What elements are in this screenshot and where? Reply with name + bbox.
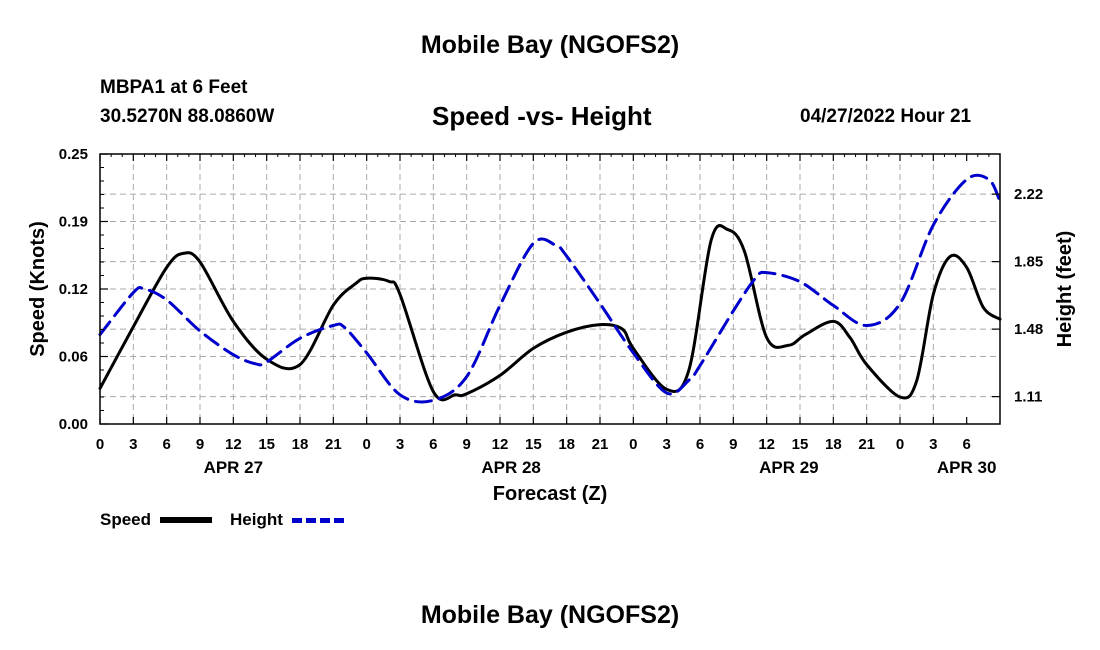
y-tick-label: 0.25 <box>59 146 88 163</box>
main-title: Mobile Bay (NGOFS2) <box>420 31 680 59</box>
legend-height-swatch <box>292 518 344 523</box>
x-tick-label: 18 <box>558 436 575 453</box>
x-tick-label: 21 <box>592 436 609 453</box>
x-tick-label: 12 <box>758 436 775 453</box>
x-tick-label: 21 <box>325 436 342 453</box>
y-tick-label: 0.12 <box>59 281 88 298</box>
x-tick-label: 6 <box>696 436 704 453</box>
y2-axis-label: Height (feet) <box>1054 231 1076 348</box>
x-tick-label: 0 <box>96 436 104 453</box>
day-label: APR 28 <box>481 458 541 477</box>
x-tick-label: 18 <box>292 436 309 453</box>
y2-tick-label: 1.48 <box>1014 321 1043 338</box>
x-tick-label: 6 <box>962 436 970 453</box>
chart-title: Speed -vs- Height <box>432 101 652 131</box>
x-tick-label: 3 <box>129 436 137 453</box>
y-tick-label: 0.06 <box>59 349 88 366</box>
y2-tick-label: 1.11 <box>1014 389 1042 406</box>
y2-tick-label: 1.85 <box>1014 254 1043 271</box>
y-axis-label: Speed (Knots) <box>27 221 49 357</box>
x-tick-label: 3 <box>662 436 670 453</box>
legend-height-label: Height <box>230 510 283 529</box>
axis-ticks: 0 3 6 9 12 15 18 21 0 3 6 9 12 15 18 21 0 3 6 9 12 15 18 21 0 3 6 A… <box>59 146 1043 477</box>
station-label: MBPA1 at 6 Feet <box>100 77 248 98</box>
day-label: APR 30 <box>937 458 997 477</box>
footer-title: Mobile Bay (NGOFS2) <box>420 601 680 629</box>
x-axis-label: Forecast (Z) <box>493 483 607 505</box>
x-tick-label: 9 <box>196 436 204 453</box>
x-tick-label: 15 <box>258 436 275 453</box>
day-label: APR 29 <box>759 458 819 477</box>
speed-series-line <box>98 224 1002 402</box>
x-tick-label: 6 <box>429 436 437 453</box>
x-tick-label: 15 <box>792 436 809 453</box>
y2-tick-label: 2.22 <box>1014 186 1043 203</box>
x-tick-label: 9 <box>462 436 470 453</box>
series-group <box>98 173 1002 404</box>
day-label: APR 27 <box>204 458 264 477</box>
legend-speed-label: Speed <box>100 510 152 529</box>
x-tick-label: 9 <box>729 436 737 453</box>
x-tick-label: 12 <box>225 436 242 453</box>
x-tick-label: 18 <box>825 436 842 453</box>
x-tick-label: 3 <box>929 436 937 453</box>
legend-speed-swatch <box>160 517 212 523</box>
forecast-datetime: 04/27/2022 Hour 21 <box>800 106 972 127</box>
x-tick-label: 0 <box>896 436 904 453</box>
x-tick-label: 0 <box>362 436 370 453</box>
height-series-line <box>98 173 1002 404</box>
x-tick-label: 3 <box>396 436 404 453</box>
y-tick-label: 0.19 <box>59 214 88 231</box>
y-tick-label: 0.00 <box>59 416 88 433</box>
speed-height-chart: 0 3 6 9 12 15 18 21 0 3 6 9 12 15 18 21 0 3 6 9 12 15 18 21 0 3 6 A… <box>27 146 1076 505</box>
grid-lines <box>100 154 1000 424</box>
x-tick-label: 12 <box>492 436 509 453</box>
x-tick-label: 15 <box>525 436 542 453</box>
x-tick-label: 0 <box>629 436 637 453</box>
x-tick-label: 21 <box>858 436 875 453</box>
x-tick-label: 6 <box>162 436 170 453</box>
coordinates-label: 30.5270N 88.0860W <box>100 106 275 127</box>
